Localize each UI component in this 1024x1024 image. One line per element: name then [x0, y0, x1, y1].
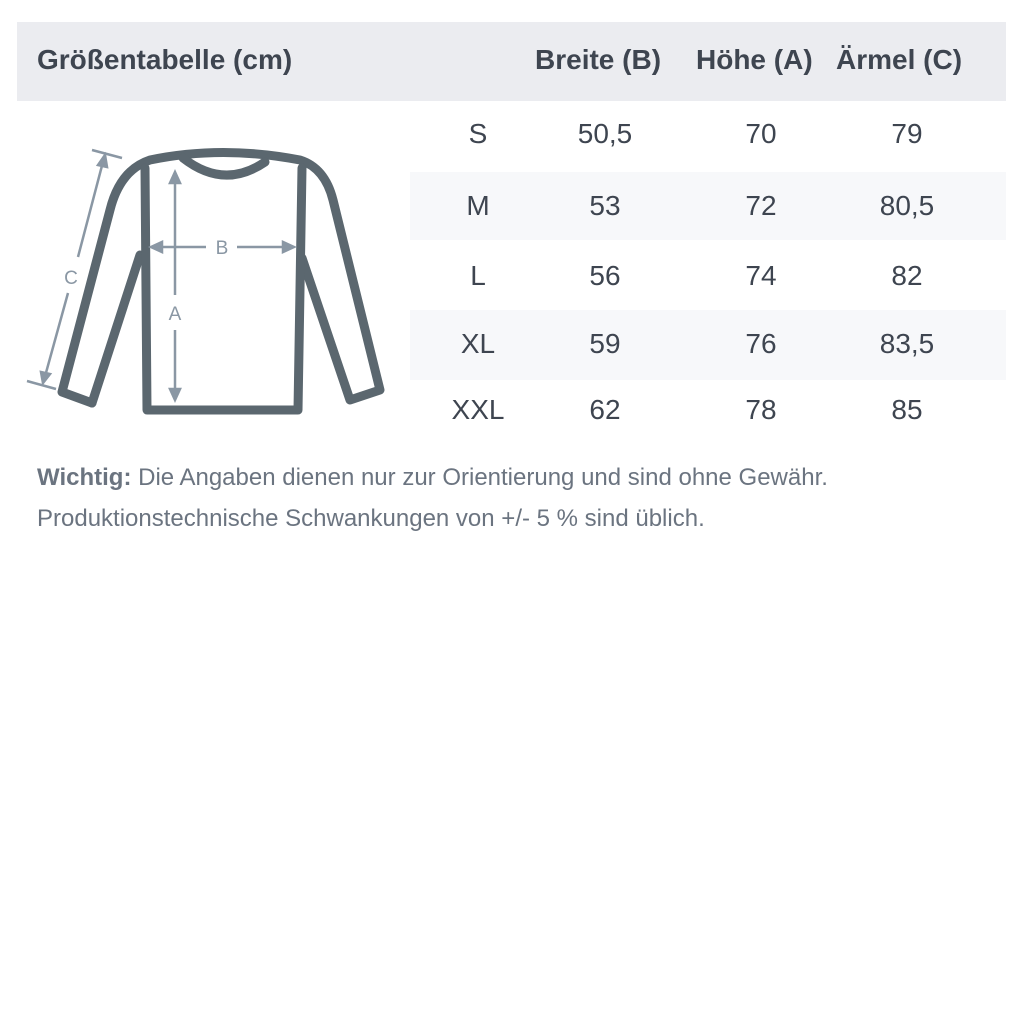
cell-aermel: 85	[891, 394, 923, 425]
cell-hoehe: 70	[745, 118, 777, 149]
column-header-aermel: Ärmel (C)	[836, 44, 963, 75]
table-title: Größentabelle (cm)	[37, 44, 293, 75]
cell-breite: 62	[589, 394, 621, 425]
note-line-2: Produktionstechnische Schwankungen von +…	[37, 505, 705, 532]
row-stripe	[410, 310, 1006, 380]
cell-aermel: 83,5	[879, 328, 935, 359]
table-header	[17, 22, 1006, 101]
cell-size: XL	[460, 328, 496, 359]
cell-hoehe: 76	[745, 328, 777, 359]
cell-breite: 53	[589, 190, 621, 221]
note-text: Die Angaben dienen nur zur Orientierung …	[131, 464, 828, 491]
cell-size: S	[468, 118, 488, 149]
label-c: C	[64, 268, 78, 289]
column-header-breite: Breite (B)	[535, 44, 662, 75]
note-line-1: Wichtig: Die Angaben dienen nur zur Orie…	[37, 464, 828, 492]
cell-size: L	[470, 260, 486, 291]
label-b: B	[216, 238, 229, 259]
cell-aermel: 79	[891, 118, 923, 149]
cell-breite: 59	[589, 328, 621, 359]
note-bold: Wichtig:	[37, 464, 132, 491]
cell-breite: 56	[589, 260, 621, 291]
cell-hoehe: 78	[745, 394, 777, 425]
cell-size: M	[466, 190, 490, 221]
cell-size: XXL	[451, 394, 505, 425]
sweater-diagram: B A C	[26, 148, 385, 415]
row-stripe	[410, 172, 1006, 240]
cell-hoehe: 74	[745, 260, 777, 291]
label-a: A	[169, 304, 182, 325]
column-header-hoehe: Höhe (A)	[696, 44, 813, 75]
cell-aermel: 82	[891, 260, 923, 291]
cell-breite: 50,5	[577, 118, 633, 149]
cell-aermel: 80,5	[879, 190, 935, 221]
cell-hoehe: 72	[745, 190, 777, 221]
